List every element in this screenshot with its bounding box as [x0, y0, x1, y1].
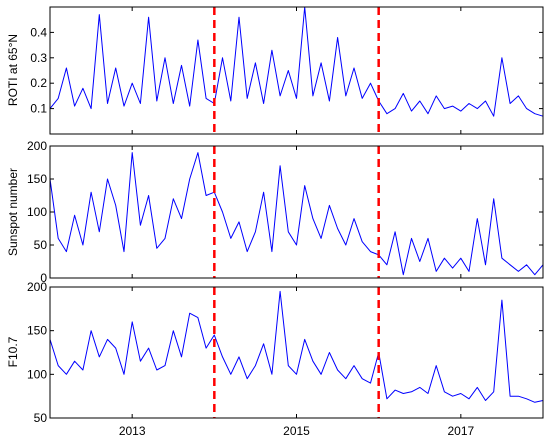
roti-plot-area	[50, 7, 543, 134]
sunspot-series-line	[49, 152, 544, 276]
sunspot-y-tick-label: 100	[27, 205, 47, 219]
sunspot-plot-area	[50, 146, 543, 278]
f107-y-tick-label: 100	[27, 367, 47, 381]
x-tick-label: 2017	[447, 424, 474, 438]
sunspot-y-axis-label: Sunspot number	[6, 168, 20, 256]
x-tick-label: 2013	[119, 424, 146, 438]
roti-y-tick-label: 0.4	[30, 25, 47, 39]
f107-y-tick-label: 200	[27, 280, 47, 294]
x-tick-label: 2015	[283, 424, 310, 438]
f107-plot-area	[50, 287, 543, 418]
f107-panel: 50 100 150 200 F10.7	[6, 280, 544, 425]
f107-y-tick-label: 150	[27, 324, 47, 338]
sunspot-y-tick-label: 50	[34, 238, 48, 252]
sunspot-y-tick-label: 150	[27, 172, 47, 186]
sunspot-y-tick-label: 200	[27, 139, 47, 153]
x-axis-tick-labels: 2013 2015 2017	[119, 424, 475, 438]
roti-y-tick-label: 0.3	[30, 51, 47, 65]
sunspot-y-tick-label: 0	[40, 271, 47, 285]
f107-y-axis-label: F10.7	[6, 336, 20, 367]
sunspot-panel: 0 50 100 150 200 Sunspot number	[6, 139, 544, 285]
roti-y-tick-label: 0.2	[30, 76, 47, 90]
roti-y-tick-label: 0.1	[30, 102, 47, 116]
roti-series-line	[49, 6, 544, 117]
f107-y-tick-label: 50	[34, 411, 48, 425]
roti-y-axis-label: ROTI at 65°N	[6, 34, 20, 106]
f107-series-line	[49, 290, 544, 403]
roti-panel: 0.1 0.2 0.3 0.4 ROTI at 65°N	[6, 6, 544, 135]
